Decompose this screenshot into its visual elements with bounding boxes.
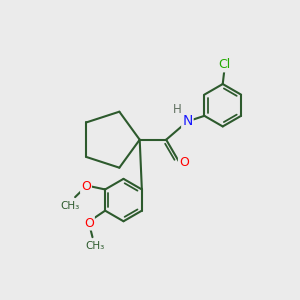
Text: N: N — [182, 114, 193, 128]
Text: O: O — [179, 156, 189, 169]
Text: Cl: Cl — [218, 58, 230, 71]
Text: CH₃: CH₃ — [86, 241, 105, 251]
Text: O: O — [81, 180, 91, 193]
Text: H: H — [173, 103, 182, 116]
Text: CH₃: CH₃ — [61, 201, 80, 211]
Text: O: O — [84, 217, 94, 230]
